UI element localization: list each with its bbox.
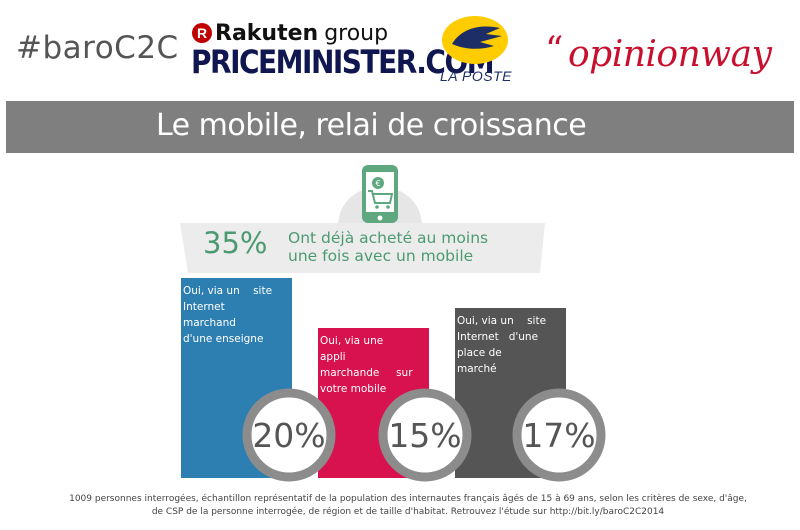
category-label-1-line-2: Internet — [183, 301, 225, 313]
hashtag: #baroC2C — [16, 30, 179, 66]
rakuten-group: group — [324, 20, 389, 46]
footnote-line2: de CSP de la personne interrogée, de rég… — [151, 507, 665, 517]
category-label-3-line-3: place de — [457, 347, 502, 359]
category-label-2-line-4: votre mobile — [320, 383, 387, 395]
rakuten-logo: R Rakuten group — [192, 20, 388, 46]
la-poste-label: LA POSTE — [440, 68, 512, 84]
headline-label: Ont déjà acheté au moins une fois avec u… — [288, 229, 518, 265]
category-label-1-line-3: marchand — [183, 317, 236, 329]
svg-text:€: € — [375, 179, 380, 188]
value-label-2: 15% — [388, 416, 461, 455]
category-label-3-line-4: marché — [457, 363, 497, 375]
headline-percent: 35% — [203, 226, 268, 260]
stat-banner-bg — [180, 223, 545, 273]
headline-label-line2: une fois avec un mobile — [288, 247, 474, 265]
opinionway-quote-icon: “ — [545, 30, 564, 71]
priceminister-logo: PRICEMINISTER.COM — [191, 43, 495, 81]
headline-label-line1: Ont déjà acheté au moins — [288, 229, 489, 247]
category-label-2-line-3: marchande sur — [320, 367, 413, 379]
rakuten-r-icon: R — [192, 23, 212, 43]
category-label-3: Oui, via un site Internet d'une place de ma… — [457, 313, 562, 377]
value-circle-3 — [512, 388, 606, 482]
category-label-1-line-1: Oui, via un site — [183, 285, 273, 297]
title-bar: Le mobile, relai de croissance — [6, 101, 794, 153]
category-label-1: Oui, via un site Internet marchand d'une en… — [183, 283, 288, 347]
la-poste-bird-icon — [442, 16, 508, 64]
category-label-3-line-1: Oui, via un site — [457, 315, 547, 327]
page-title: Le mobile, relai de croissance — [156, 108, 587, 143]
category-label-1-line-4: d'une enseigne — [183, 333, 264, 345]
opinionway-logo: opinionway — [568, 34, 772, 75]
rakuten-word: Rakuten — [215, 20, 319, 46]
mobile-cart-icon: € — [337, 165, 423, 233]
category-label-2: Oui, via une appli marchande sur votre mobi… — [320, 333, 425, 397]
category-label-2-line-2: appli — [320, 351, 346, 363]
value-circle-2 — [378, 388, 472, 482]
footnote: 1009 personnes interrogées, échantillon … — [58, 493, 758, 519]
footnote-line1: 1009 personnes interrogées, échantillon … — [69, 494, 747, 504]
category-label-2-line-1: Oui, via une — [320, 335, 384, 347]
header: #baroC2C R Rakuten group PRICEMINISTER.C… — [0, 0, 800, 95]
value-circle-1 — [242, 388, 336, 482]
value-label-1: 20% — [252, 416, 325, 455]
category-label-3-line-2: Internet d'une — [457, 331, 539, 343]
value-label-3: 17% — [522, 416, 595, 455]
